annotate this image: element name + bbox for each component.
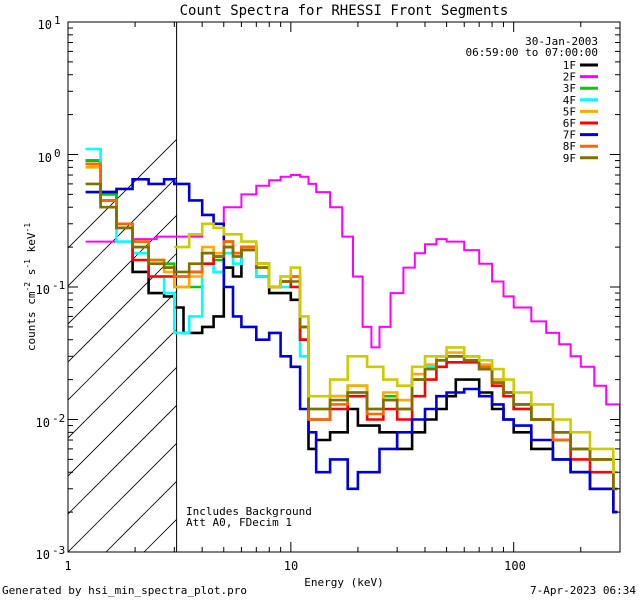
y-tick-label-10^-1: 10 [36, 283, 50, 297]
chart-title: Count Spectra for RHESSI Front Segments [180, 3, 509, 19]
series-layer [85, 147, 620, 514]
y-tick-exp-10^-2: -2 [52, 412, 65, 425]
y-axis-tick-labels: 10 1 10 0 10 -1 10 -2 10 -3 [36, 14, 66, 562]
legend-label-3F: 3F [563, 82, 576, 95]
time-range-label: 06:59:00 to 07:00:00 [466, 46, 598, 59]
hatch-line [68, 214, 177, 325]
date-label: 30-Jan-2003 [525, 35, 598, 48]
legend-label-6F: 6F [563, 117, 576, 130]
annotation-background: Includes Background [186, 505, 312, 518]
legend-label-8F: 8F [563, 140, 576, 153]
series-line-2F [85, 174, 620, 427]
legend-label-9F: 9F [563, 152, 576, 165]
hatch-line [68, 404, 177, 515]
x-tick-label-100: 100 [504, 559, 526, 573]
y-tick-label-10^1: 10 [38, 18, 52, 32]
y-tick-exp-10^-3: -3 [52, 544, 65, 557]
y-tick-exp-10^0: 0 [54, 147, 61, 160]
y-tick-exp-10^1: 1 [54, 14, 61, 27]
series-line-5F-extra [174, 222, 618, 474]
hatch-line [68, 252, 177, 363]
y-axis-label: counts cm-2 s-1 keV-1 [23, 223, 38, 351]
footer-generated-by: Generated by hsi_min_spectra_plot.pro [2, 584, 247, 597]
legend-label-1F: 1F [563, 59, 576, 72]
legend-label-5F: 5F [563, 105, 576, 118]
y-tick-exp-10^-1: -1 [52, 279, 65, 292]
legend-label-2F: 2F [563, 71, 576, 84]
series-line-9F [85, 182, 618, 491]
hatch-line [68, 366, 177, 477]
x-tick-label-1: 1 [64, 559, 71, 573]
y-tick-label-10^0: 10 [38, 151, 52, 165]
hatched-region [68, 138, 177, 552]
y-tick-label-10^-2: 10 [36, 416, 50, 430]
x-axis-label: Energy (keV) [304, 576, 383, 589]
axis-ticks [67, 21, 621, 553]
series-line-7F [85, 178, 618, 514]
hatch-line [68, 442, 177, 552]
x-tick-label-10: 10 [284, 559, 298, 573]
footer-timestamp: 7-Apr-2023 06:34 [530, 584, 636, 597]
annotation-attenuator: Att A0, FDecim 1 [186, 516, 292, 529]
legend-label-4F: 4F [563, 94, 576, 107]
y-tick-label-10^-3: 10 [36, 548, 50, 562]
x-axis-tick-labels: 1 10 100 [64, 559, 525, 573]
legend-label-7F: 7F [563, 129, 576, 142]
